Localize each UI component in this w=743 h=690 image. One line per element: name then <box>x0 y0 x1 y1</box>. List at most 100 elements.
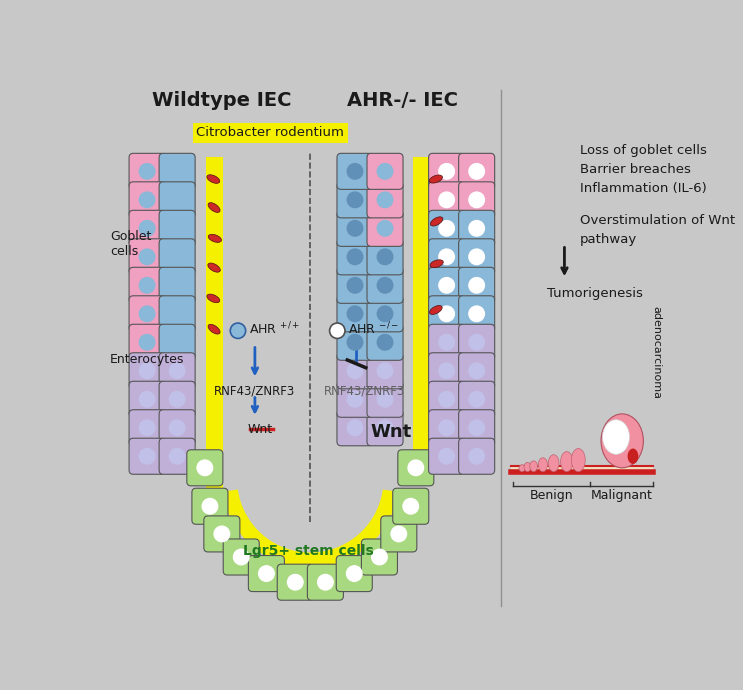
Ellipse shape <box>560 452 573 472</box>
FancyBboxPatch shape <box>129 267 165 304</box>
Circle shape <box>169 306 185 322</box>
Ellipse shape <box>429 175 443 183</box>
Circle shape <box>439 164 455 179</box>
FancyBboxPatch shape <box>367 267 403 304</box>
Ellipse shape <box>519 465 525 472</box>
Ellipse shape <box>429 306 442 315</box>
FancyBboxPatch shape <box>129 182 165 218</box>
Circle shape <box>377 335 393 350</box>
FancyBboxPatch shape <box>458 267 495 304</box>
FancyBboxPatch shape <box>186 450 223 486</box>
FancyBboxPatch shape <box>398 450 434 486</box>
FancyBboxPatch shape <box>429 153 464 189</box>
Bar <box>413 440 429 474</box>
Text: AHR $^{-/-}$: AHR $^{-/-}$ <box>348 321 399 337</box>
FancyBboxPatch shape <box>159 239 195 275</box>
Ellipse shape <box>548 455 559 472</box>
Circle shape <box>140 249 155 264</box>
Circle shape <box>140 192 155 208</box>
Circle shape <box>140 306 155 322</box>
Text: Wnt: Wnt <box>247 423 273 436</box>
Text: Benign: Benign <box>530 489 573 502</box>
FancyBboxPatch shape <box>429 182 464 218</box>
Circle shape <box>377 277 393 293</box>
Text: RNF43/ZNRF3: RNF43/ZNRF3 <box>214 384 296 397</box>
FancyBboxPatch shape <box>367 410 403 446</box>
Ellipse shape <box>538 457 548 472</box>
Ellipse shape <box>601 414 643 468</box>
FancyBboxPatch shape <box>458 182 495 218</box>
Circle shape <box>377 221 393 236</box>
FancyBboxPatch shape <box>129 438 165 474</box>
FancyBboxPatch shape <box>429 210 464 246</box>
Ellipse shape <box>430 217 443 226</box>
Circle shape <box>140 277 155 293</box>
Circle shape <box>403 498 418 514</box>
Circle shape <box>140 164 155 179</box>
Circle shape <box>377 164 393 179</box>
FancyBboxPatch shape <box>129 410 165 446</box>
FancyBboxPatch shape <box>381 516 417 552</box>
Circle shape <box>233 549 249 564</box>
FancyBboxPatch shape <box>159 182 195 218</box>
Text: Tumorigenesis: Tumorigenesis <box>548 287 643 300</box>
Circle shape <box>377 306 393 322</box>
FancyBboxPatch shape <box>361 539 398 575</box>
Circle shape <box>347 420 363 435</box>
Ellipse shape <box>208 324 220 334</box>
Ellipse shape <box>208 263 221 272</box>
Circle shape <box>469 306 484 322</box>
Circle shape <box>372 549 387 564</box>
Circle shape <box>202 498 218 514</box>
FancyBboxPatch shape <box>129 239 165 275</box>
FancyBboxPatch shape <box>337 210 373 246</box>
FancyBboxPatch shape <box>458 353 495 388</box>
FancyBboxPatch shape <box>367 382 403 417</box>
Circle shape <box>169 420 185 435</box>
Ellipse shape <box>430 260 444 268</box>
Circle shape <box>330 323 345 338</box>
Circle shape <box>169 221 185 236</box>
FancyBboxPatch shape <box>129 353 165 388</box>
Circle shape <box>377 363 393 379</box>
Circle shape <box>347 391 363 407</box>
FancyBboxPatch shape <box>159 267 195 304</box>
Bar <box>428 157 445 470</box>
FancyBboxPatch shape <box>458 410 495 446</box>
FancyBboxPatch shape <box>129 153 165 189</box>
FancyBboxPatch shape <box>337 296 373 332</box>
Circle shape <box>347 306 363 322</box>
FancyBboxPatch shape <box>367 239 403 275</box>
FancyBboxPatch shape <box>429 324 464 360</box>
Circle shape <box>169 249 185 264</box>
Circle shape <box>377 420 393 435</box>
Circle shape <box>439 192 455 208</box>
Text: Overstimulation of Wnt
pathway: Overstimulation of Wnt pathway <box>580 214 735 246</box>
FancyBboxPatch shape <box>129 210 165 246</box>
Text: Lgr5+ stem cells: Lgr5+ stem cells <box>244 544 374 558</box>
Ellipse shape <box>207 294 220 303</box>
FancyBboxPatch shape <box>458 210 495 246</box>
Circle shape <box>347 363 363 379</box>
Circle shape <box>169 448 185 464</box>
Circle shape <box>347 249 363 264</box>
Bar <box>206 157 223 470</box>
Ellipse shape <box>571 448 585 472</box>
FancyBboxPatch shape <box>337 382 373 417</box>
Circle shape <box>230 323 246 338</box>
Circle shape <box>469 420 484 435</box>
FancyBboxPatch shape <box>337 555 372 591</box>
Ellipse shape <box>628 448 638 464</box>
Circle shape <box>347 192 363 208</box>
Bar <box>413 157 429 442</box>
Text: adenocarcinoma: adenocarcinoma <box>652 306 662 399</box>
FancyBboxPatch shape <box>223 539 259 575</box>
FancyBboxPatch shape <box>159 324 195 360</box>
FancyBboxPatch shape <box>337 239 373 275</box>
Circle shape <box>288 575 303 590</box>
Ellipse shape <box>208 235 221 242</box>
FancyBboxPatch shape <box>337 182 373 218</box>
Circle shape <box>347 335 363 350</box>
Circle shape <box>439 391 455 407</box>
Circle shape <box>377 249 393 264</box>
